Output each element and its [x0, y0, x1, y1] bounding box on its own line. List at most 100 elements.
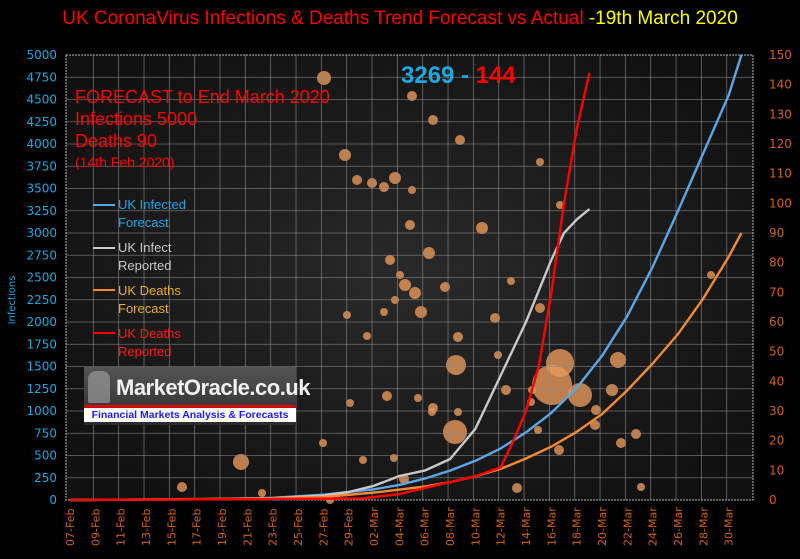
legend-swatch-infected-forecast [93, 204, 115, 206]
map-bubble [396, 271, 404, 279]
map-bubble [455, 135, 465, 145]
y-tick-label-left: 2250 [26, 293, 57, 307]
map-bubbles [177, 71, 715, 504]
x-tick-label: 07-Feb [64, 509, 77, 546]
x-tick-label: 20-Mar [596, 507, 609, 546]
y-tick-label-left: 2000 [26, 315, 57, 329]
map-bubble [494, 351, 502, 359]
y-tick-label-left: 0 [49, 493, 57, 507]
y-tick-label-left: 5000 [26, 48, 57, 62]
y-tick-label-right: 100 [769, 196, 792, 210]
x-tick-label: 08-Mar [444, 507, 457, 546]
y-tick-label-left: 4500 [26, 93, 57, 107]
map-bubble [490, 313, 500, 323]
y-tick-label-left: 2500 [26, 271, 57, 285]
map-bubble [536, 158, 544, 166]
map-bubble [399, 279, 411, 291]
map-bubble [408, 186, 416, 194]
y-tick-label-left: 1500 [26, 360, 57, 374]
chart-title: UK CoronaVirus Infections & Deaths Trend… [0, 8, 800, 30]
plot-border [65, 54, 754, 501]
map-bubble [568, 383, 592, 407]
map-bubble [453, 332, 463, 342]
map-bubble [352, 175, 362, 185]
map-bubble [534, 426, 542, 434]
x-tick-label: 06-Mar [419, 507, 432, 546]
map-bubble [554, 445, 564, 455]
x-tick-label: 19-Feb [216, 509, 229, 546]
map-bubble [414, 394, 422, 402]
y-tick-label-right: 110 [769, 167, 792, 181]
y-tick-label-right: 150 [769, 48, 792, 62]
map-bubble [591, 405, 601, 415]
map-bubble [380, 308, 388, 316]
y-tick-label-left: 1250 [26, 382, 57, 396]
gridlines [66, 55, 753, 500]
y-tick-label-right: 30 [769, 404, 784, 418]
x-tick-label: 30-Mar [723, 507, 736, 546]
logo-tagline: Financial Markets Analysis & Forecasts [84, 408, 296, 422]
x-tick-label: 10-Mar [469, 507, 482, 546]
y-tick-label-right: 50 [769, 345, 784, 359]
y-tick-label-left: 3750 [26, 159, 57, 173]
x-tick-label: 15-Feb [165, 509, 178, 546]
map-bubble [637, 483, 645, 491]
y-tick-label-right: 90 [769, 226, 784, 240]
map-bubble [415, 306, 427, 318]
right-axis-ticks: 0 10 20 30 40 50 60 70 80 90 100 110 120 130 140 150 [769, 48, 792, 507]
x-tick-label: 28-Mar [697, 507, 710, 546]
map-bubble [389, 172, 401, 184]
map-bubble [616, 438, 626, 448]
map-bubble [443, 420, 467, 444]
map-bubble [317, 71, 331, 85]
title-main: UK CoronaVirus Infections & Deaths Trend… [62, 8, 584, 29]
current-deaths: 144 [475, 62, 516, 89]
map-bubble [319, 439, 327, 447]
x-tick-label: 21-Feb [241, 509, 254, 546]
forecast-line-2: Infections 5000 [75, 109, 198, 129]
map-bubble [631, 429, 641, 439]
x-tick-label: 24-Mar [647, 507, 660, 546]
map-bubble [177, 482, 187, 492]
forecast-date: (14th Feb 2020) [75, 154, 175, 170]
y-tick-label-left: 2750 [26, 248, 57, 262]
x-tick-label: 14-Mar [520, 507, 533, 546]
map-bubble [346, 399, 354, 407]
map-bubble [606, 384, 618, 396]
y-tick-label-right: 80 [769, 256, 784, 270]
map-bubble [610, 352, 626, 368]
series-lines [69, 54, 743, 502]
legend-label-infect-reported: UK Infect Reported [118, 240, 172, 273]
marketoracle-logo: MarketOracle.co.uk Financial Markets Ana… [84, 367, 310, 425]
x-tick-label: 09-Feb [89, 509, 102, 546]
x-tick-label: 18-Mar [571, 507, 584, 546]
map-bubble [390, 454, 398, 462]
y-tick-label-right: 10 [769, 463, 784, 477]
x-axis-ticks: 07-Feb 09-Feb 11-Feb 13-Feb 15-Feb 17-Feb 19-F… [64, 507, 736, 546]
legend-label-infected-forecast: UK Infected Forecast [118, 197, 186, 230]
legend-label-deaths-forecast: UK Deaths Forecast [118, 283, 181, 316]
logo-divider [84, 405, 296, 408]
map-bubble [476, 222, 488, 234]
y-tick-label-right: 0 [769, 493, 777, 507]
legend-swatch-infect-reported [93, 247, 115, 249]
map-bubble [339, 149, 351, 161]
map-bubble [359, 456, 367, 464]
map-bubble [556, 201, 564, 209]
map-bubble [428, 403, 438, 413]
map-bubble [423, 247, 435, 259]
y-tick-label-left: 4000 [26, 137, 57, 151]
forecast-annotation: FORECAST to End March 2020 Infections 50… [75, 86, 330, 172]
y-tick-label-left: 3250 [26, 204, 57, 218]
x-tick-label: 12-Mar [495, 507, 508, 546]
x-tick-label: 26-Mar [672, 507, 685, 546]
legend-swatch-deaths-forecast [93, 289, 115, 291]
forecast-line-1: FORECAST to End March 2020 [75, 87, 330, 107]
map-bubble [512, 483, 522, 493]
y-tick-label-left: 500 [34, 449, 57, 463]
x-tick-label: 13-Feb [140, 509, 153, 546]
y-tick-label-right: 20 [769, 434, 784, 448]
map-bubble [446, 355, 466, 375]
y-tick-label-left: 250 [34, 471, 57, 485]
